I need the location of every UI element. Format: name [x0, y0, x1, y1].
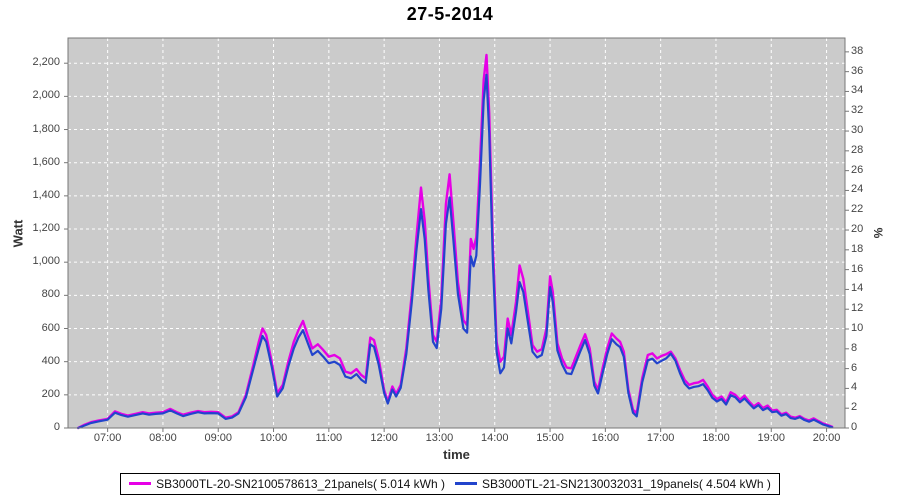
y-right-tick-label: 24	[851, 183, 864, 196]
y-axis-label-watt: Watt	[10, 219, 26, 248]
y-right-tick-label: 20	[851, 223, 864, 236]
y-left-tick-label: 2,200	[32, 56, 60, 69]
y-axis-label-percent: %	[871, 227, 885, 239]
x-tick-label: 19:00	[757, 432, 786, 444]
y-right-tick-label: 26	[851, 163, 864, 176]
x-tick-label: 16:00	[591, 432, 620, 444]
y-right-tick-label: 2	[851, 401, 858, 414]
y-left-tick-label: 600	[41, 321, 60, 334]
chart-title: 27-5-2014	[406, 4, 494, 24]
x-tick-label: 15:00	[536, 432, 564, 444]
series-1-label: SB3000TL-20-SN2100578613_21panels( 5.014…	[156, 476, 445, 491]
y-left-tick-label: 1,000	[32, 255, 60, 268]
y-right-tick-label: 36	[851, 64, 864, 77]
y-right-tick-label: 4	[851, 381, 858, 394]
y-right-tick-label: 12	[851, 302, 864, 315]
y-right-tick-label: 30	[851, 124, 864, 137]
y-left-tick-label: 1,800	[32, 122, 60, 135]
x-tick-label: 12:00	[370, 432, 398, 444]
y-left-tick-label: 800	[41, 288, 60, 301]
x-tick-label: 11:00	[315, 432, 343, 444]
y-right-tick-label: 8	[851, 341, 858, 354]
y-left-tick-label: 1,200	[32, 222, 60, 235]
y-right-tick-label: 28	[851, 143, 864, 156]
x-tick-label: 13:00	[425, 432, 454, 444]
legend-item-series-1: SB3000TL-20-SN2100578613_21panels( 5.014…	[129, 477, 445, 491]
series-line-2	[77, 73, 834, 430]
legend: SB3000TL-20-SN2100578613_21panels( 5.014…	[0, 472, 900, 495]
x-tick-label: 14:00	[480, 432, 509, 444]
legend-item-series-2: SB3000TL-21-SN2130032031_19panels( 4.504…	[455, 477, 771, 491]
y-right-tick-label: 14	[851, 282, 864, 295]
plot-border	[67, 37, 846, 429]
x-tick-label: 10:00	[259, 432, 288, 444]
y-left-tick-label: 400	[41, 354, 60, 367]
y-left-tick-label: 200	[41, 387, 60, 400]
y-left-tick-label: 2,000	[32, 89, 60, 102]
y-left-tick-label: 1,600	[32, 155, 60, 168]
y-right-tick-label: 18	[851, 242, 864, 255]
y-left-tick-label: 0	[53, 421, 60, 433]
series-1-line-swatch	[129, 482, 152, 485]
x-tick-label: 08:00	[149, 432, 177, 444]
x-axis-label-time: time	[443, 447, 470, 462]
series-2-line-swatch	[455, 482, 477, 485]
series-2-label: SB3000TL-21-SN2130032031_19panels( 4.504…	[482, 476, 771, 491]
legend-box: SB3000TL-20-SN2100578613_21panels( 5.014…	[120, 472, 780, 495]
x-tick-label: 20:00	[812, 432, 841, 444]
y-left-tick-label: 1,400	[32, 188, 60, 201]
y-right-tick-label: 22	[851, 203, 864, 216]
y-right-tick-label: 16	[851, 262, 864, 275]
y-right-tick-label: 10	[851, 322, 864, 334]
x-tick-label: 17:00	[646, 432, 675, 444]
x-tick-label: 07:00	[93, 432, 122, 444]
plot-area	[64, 37, 849, 432]
y-right-tick-label: 6	[851, 361, 858, 374]
x-tick-label: 09:00	[204, 432, 232, 444]
y-right-tick-label: 34	[851, 84, 864, 97]
y-right-tick-label: 38	[851, 44, 864, 57]
y-right-tick-label: 32	[851, 104, 864, 117]
y-right-tick-label: 0	[851, 421, 858, 433]
x-tick-label: 18:00	[702, 432, 730, 444]
